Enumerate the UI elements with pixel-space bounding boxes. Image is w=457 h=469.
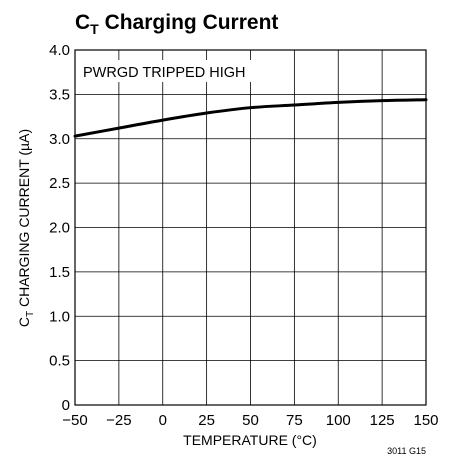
x-tick-label: 150 bbox=[413, 412, 438, 429]
x-tick-label: −25 bbox=[106, 412, 131, 429]
series-lines bbox=[73, 98, 428, 138]
y-tick-label: 3.0 bbox=[49, 131, 70, 148]
y-tick-label: 2.5 bbox=[49, 175, 70, 192]
figure-id: 3011 G15 bbox=[387, 446, 426, 456]
y-axis-label: CT CHARGING CURRENT (µA) bbox=[16, 129, 36, 327]
y-tick-label: 0.5 bbox=[49, 353, 70, 370]
y-tick-label: 3.5 bbox=[49, 86, 70, 103]
y-tick-label: 2.0 bbox=[49, 220, 70, 237]
x-tick-label: 25 bbox=[198, 412, 215, 429]
x-tick-labels: −50 −25 0 25 50 75 100 125 150 bbox=[62, 412, 438, 429]
annotation: PWRGD TRIPPED HIGH bbox=[83, 65, 245, 81]
chart-title: CT Charging Current bbox=[75, 11, 278, 37]
grid bbox=[75, 50, 426, 405]
series-line bbox=[73, 98, 428, 138]
x-axis-label: TEMPERATURE (°C) bbox=[183, 432, 317, 448]
y-tick-labels: 0 0.5 1.0 1.5 2.0 2.5 3.0 3.5 4.0 bbox=[49, 42, 70, 414]
x-tick-label: −50 bbox=[62, 412, 87, 429]
x-tick-label: 100 bbox=[326, 412, 351, 429]
y-tick-label: 1.5 bbox=[49, 264, 70, 281]
y-tick-label: 0 bbox=[62, 397, 70, 414]
y-tick-label: 4.0 bbox=[49, 42, 70, 59]
y-tick-label: 1.0 bbox=[49, 308, 70, 325]
x-tick-label: 75 bbox=[286, 412, 303, 429]
plot-frame bbox=[74, 49, 427, 406]
x-tick-label: 125 bbox=[370, 412, 395, 429]
x-tick-label: 50 bbox=[242, 412, 259, 429]
x-tick-label: 0 bbox=[159, 412, 167, 429]
annotation-bg bbox=[76, 60, 266, 82]
